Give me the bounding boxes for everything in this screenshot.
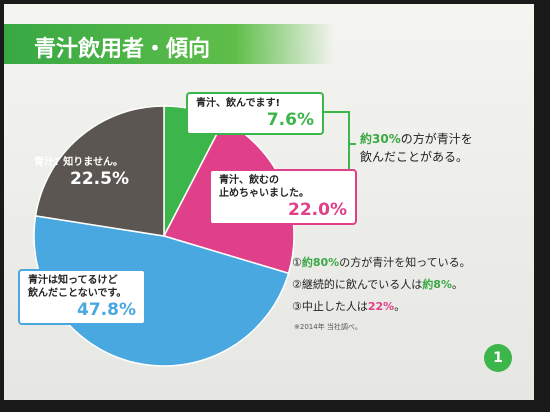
- category-label: 青汁、飲むの 止めちゃいました。: [219, 175, 309, 199]
- note-text: ③中止した人は: [292, 300, 368, 313]
- slide: 青汁飲用者・傾向 約30%の方が青汁を 飲んだことがある。 ①約80%の方が青汁…: [4, 4, 534, 400]
- category-label: 青汁は知ってるけど 飲んだことないです。: [28, 275, 127, 299]
- note-highlight: 約8%: [422, 278, 452, 291]
- note-line: ①約80%の方が青汁を知っている。: [292, 254, 471, 270]
- footnote: ※2014年 当社調べ。: [294, 323, 362, 331]
- chart-title: 青汁飲用者・傾向: [34, 37, 211, 62]
- note-text: ②継続的に飲んでいる人は: [292, 278, 423, 291]
- value-label: 22.0%: [288, 200, 347, 220]
- page-number: 1: [484, 344, 512, 372]
- note-text: ①: [292, 256, 302, 269]
- note-highlight: 22%: [367, 300, 395, 313]
- slice-label: 青汁は知ってるけど 飲んだことないです。 47.8%: [18, 269, 146, 325]
- note-text: の方が青汁を知っている。: [339, 256, 471, 269]
- note-text: 。: [452, 278, 463, 291]
- value-label: 7.6%: [266, 110, 314, 130]
- value-label: 22.5%: [70, 169, 129, 189]
- chart: [33, 105, 356, 367]
- note-line: ②継続的に飲んでいる人は約8%。: [292, 276, 463, 292]
- note-line: ③中止した人は22%。: [292, 298, 405, 314]
- pie-slice: [33, 214, 290, 367]
- note-highlight: 約80%: [301, 256, 340, 269]
- category-label: 青汁、飲んでます!: [196, 98, 281, 109]
- annotation: 約30%の方が青汁を 飲んだことがある。: [360, 130, 473, 166]
- slice-label: 青汁、飲むの 止めちゃいました。 22.0%: [209, 169, 357, 225]
- value-label: 47.8%: [77, 300, 136, 320]
- category-label: 青汁? 知りません。: [34, 157, 123, 168]
- note-text: 。: [394, 300, 406, 313]
- annotation-text: の方が青汁を 飲んだことがある。: [360, 132, 473, 164]
- annotation-highlight: 約30%: [360, 132, 401, 146]
- slice-label: 青汁? 知りません。 22.5%: [34, 156, 129, 189]
- slice-label: 青汁、飲んでます! 7.6%: [186, 92, 324, 135]
- title-bar: [4, 24, 334, 64]
- pie-slice: [34, 105, 165, 237]
